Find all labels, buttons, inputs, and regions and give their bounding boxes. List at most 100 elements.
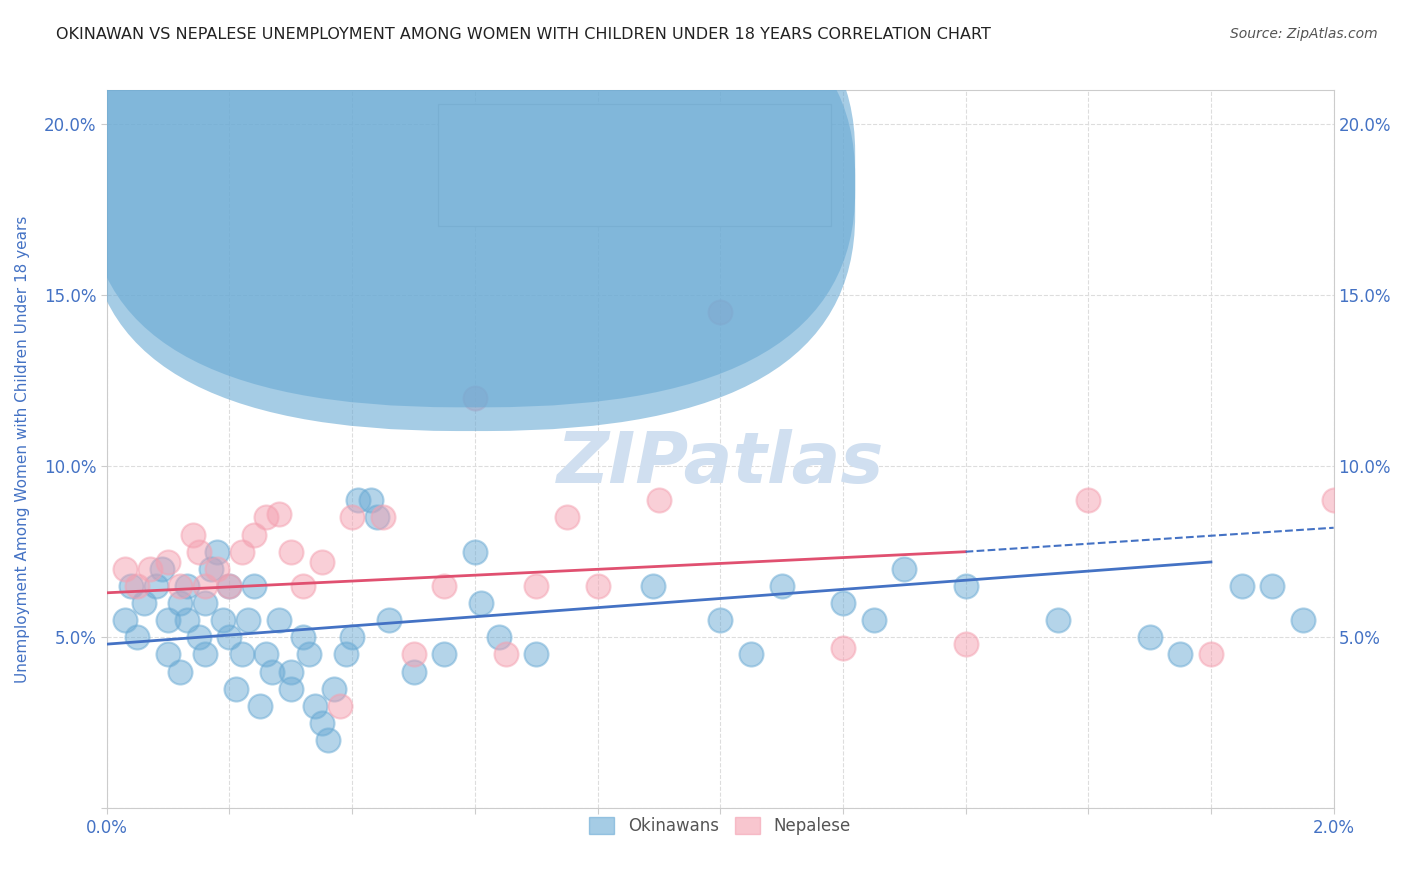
Nepalese: [218, 579, 240, 593]
Okinawans: [236, 613, 259, 627]
Okinawans: [1292, 613, 1315, 627]
Okinawans: [218, 630, 240, 644]
Okinawans: [145, 579, 167, 593]
Okinawans: [641, 579, 664, 593]
Nepalese: [231, 545, 253, 559]
Nepalese: [187, 545, 209, 559]
Okinawans: [378, 613, 401, 627]
Okinawans: [114, 613, 136, 627]
Nepalese: [1323, 493, 1346, 508]
Okinawans: [205, 545, 228, 559]
Okinawans: [298, 648, 321, 662]
Okinawans: [157, 648, 180, 662]
Nepalese: [402, 648, 425, 662]
Nepalese: [280, 545, 302, 559]
Okinawans: [157, 613, 180, 627]
Text: OKINAWAN VS NEPALESE UNEMPLOYMENT AMONG WOMEN WITH CHILDREN UNDER 18 YEARS CORRE: OKINAWAN VS NEPALESE UNEMPLOYMENT AMONG …: [56, 27, 991, 42]
Nepalese: [267, 507, 290, 521]
Nepalese: [292, 579, 315, 593]
Okinawans: [347, 493, 370, 508]
Nepalese: [648, 493, 671, 508]
Nepalese: [329, 698, 352, 713]
Okinawans: [340, 630, 363, 644]
Nepalese: [586, 579, 609, 593]
Okinawans: [169, 596, 191, 610]
Okinawans: [893, 562, 915, 576]
Nepalese: [433, 579, 456, 593]
FancyBboxPatch shape: [89, 0, 855, 408]
Nepalese: [254, 510, 277, 524]
Okinawans: [249, 698, 271, 713]
Okinawans: [1168, 648, 1191, 662]
Text: ZIPatlas: ZIPatlas: [557, 429, 884, 498]
Okinawans: [267, 613, 290, 627]
Okinawans: [955, 579, 977, 593]
Nepalese: [157, 555, 180, 569]
Okinawans: [194, 648, 217, 662]
Nepalese: [139, 562, 162, 576]
Nepalese: [205, 562, 228, 576]
Okinawans: [862, 613, 884, 627]
Okinawans: [402, 665, 425, 679]
Okinawans: [1261, 579, 1284, 593]
Okinawans: [169, 665, 191, 679]
Okinawans: [280, 665, 302, 679]
Okinawans: [524, 648, 547, 662]
Nepalese: [127, 579, 149, 593]
Nepalese: [464, 391, 486, 405]
Nepalese: [340, 510, 363, 524]
Okinawans: [176, 613, 198, 627]
Okinawans: [132, 596, 155, 610]
Okinawans: [322, 681, 344, 696]
FancyBboxPatch shape: [439, 104, 831, 227]
Okinawans: [316, 733, 339, 747]
Okinawans: [176, 579, 198, 593]
Nepalese: [114, 562, 136, 576]
Nepalese: [709, 305, 731, 319]
Okinawans: [212, 613, 235, 627]
Okinawans: [231, 648, 253, 662]
Nepalese: [194, 579, 217, 593]
Nepalese: [1199, 648, 1222, 662]
Nepalese: [832, 640, 855, 655]
Okinawans: [120, 579, 142, 593]
Nepalese: [371, 510, 394, 524]
Text: Source: ZipAtlas.com: Source: ZipAtlas.com: [1230, 27, 1378, 41]
Okinawans: [304, 698, 326, 713]
Okinawans: [311, 715, 333, 730]
Okinawans: [360, 493, 382, 508]
Okinawans: [243, 579, 266, 593]
Nepalese: [181, 527, 204, 541]
Okinawans: [832, 596, 855, 610]
Okinawans: [740, 648, 762, 662]
Legend: Okinawans, Nepalese: Okinawans, Nepalese: [581, 808, 859, 843]
Okinawans: [280, 681, 302, 696]
Nepalese: [495, 648, 517, 662]
Okinawans: [262, 665, 284, 679]
Okinawans: [1230, 579, 1253, 593]
Okinawans: [366, 510, 388, 524]
Nepalese: [311, 555, 333, 569]
Okinawans: [335, 648, 357, 662]
Nepalese: [955, 637, 977, 651]
Okinawans: [770, 579, 793, 593]
Okinawans: [225, 681, 247, 696]
Nepalese: [1077, 493, 1099, 508]
Nepalese: [555, 510, 578, 524]
Okinawans: [1139, 630, 1161, 644]
Okinawans: [150, 562, 173, 576]
Okinawans: [127, 630, 149, 644]
Okinawans: [433, 648, 456, 662]
Okinawans: [218, 579, 240, 593]
FancyBboxPatch shape: [89, 0, 855, 431]
Okinawans: [200, 562, 222, 576]
Okinawans: [187, 630, 209, 644]
Okinawans: [709, 613, 731, 627]
Okinawans: [254, 648, 277, 662]
Y-axis label: Unemployment Among Women with Children Under 18 years: Unemployment Among Women with Children U…: [15, 215, 30, 682]
Okinawans: [617, 151, 640, 165]
Nepalese: [169, 579, 191, 593]
Okinawans: [488, 630, 510, 644]
Okinawans: [194, 596, 217, 610]
Okinawans: [464, 545, 486, 559]
